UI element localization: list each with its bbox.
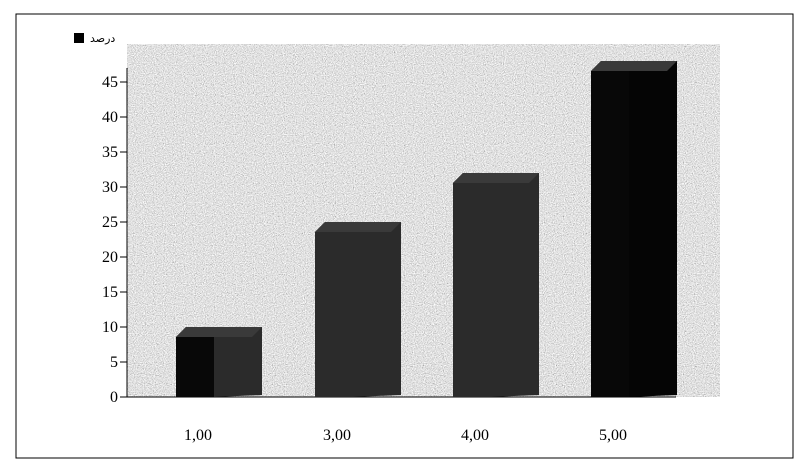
x-tick-label: 5,00 [599, 427, 627, 444]
bar-front-face [315, 232, 353, 397]
y-tick-label: 20 [102, 249, 118, 266]
x-tick-label: 3,00 [323, 427, 351, 444]
y-tick-label: 0 [110, 389, 118, 406]
y-tick-label: 35 [102, 144, 118, 161]
bar-main-face [629, 61, 677, 397]
y-tick-label: 10 [102, 319, 118, 336]
x-tick-label: 1,00 [184, 427, 212, 444]
chart-floor [127, 363, 720, 397]
x-axis-labels: 1,00 3,00 4,00 5,00 [184, 427, 627, 444]
y-tick-label: 5 [110, 354, 118, 371]
x-tick-label: 4,00 [461, 427, 489, 444]
y-axis-ticks: 0 5 10 15 20 25 30 35 40 45 [102, 74, 127, 406]
bar-top-face [591, 61, 677, 71]
bar-main-face [491, 173, 539, 397]
bar-main-face [353, 222, 401, 397]
bars-group [176, 61, 677, 397]
y-tick-label: 25 [102, 214, 118, 231]
chart-back-wall [127, 44, 720, 395]
bar-2 [315, 222, 401, 397]
bar-4 [591, 61, 677, 397]
legend-label: درصد [90, 32, 115, 45]
bar-top-face [176, 327, 262, 337]
bar-1 [176, 327, 262, 397]
legend-swatch [74, 33, 84, 43]
bar-main-face [214, 327, 262, 397]
bar-3 [453, 173, 539, 397]
bar-front-face [591, 71, 629, 397]
bar-top-face [453, 173, 539, 183]
bar-front-face [176, 337, 214, 397]
bar-top-face [315, 222, 401, 232]
y-tick-label: 30 [102, 179, 118, 196]
y-tick-label: 40 [102, 109, 118, 126]
y-tick-label: 45 [102, 74, 118, 91]
y-tick-label: 15 [102, 284, 118, 301]
legend: درصد [74, 32, 115, 45]
bar-front-face [453, 183, 491, 397]
